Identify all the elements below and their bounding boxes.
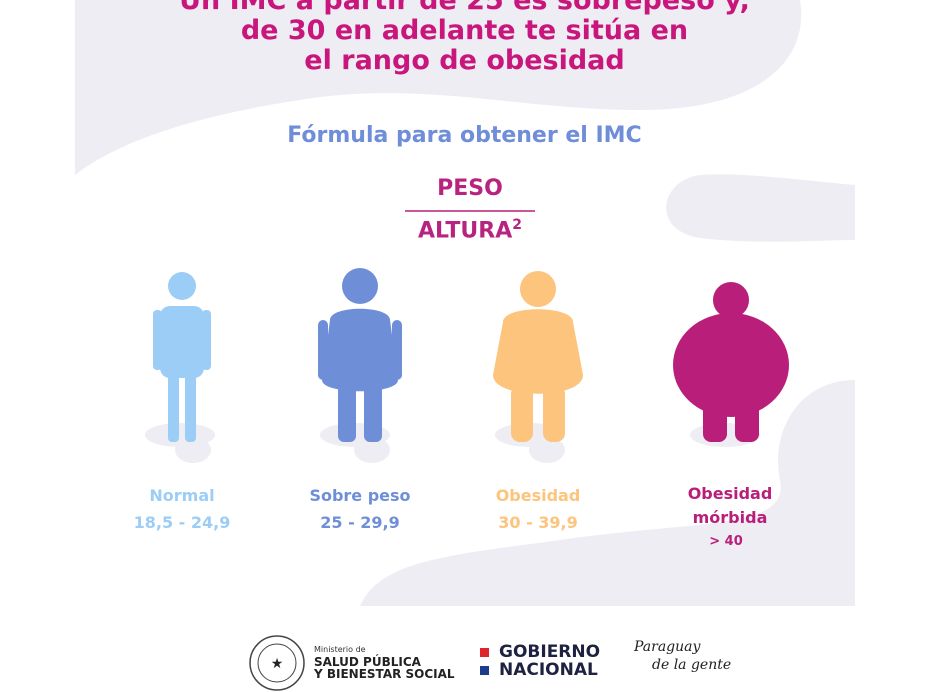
slogan-line-1: Paraguay: [634, 639, 701, 655]
ministry-logo: Ministerio de SALUD PÚBLICA Y BIENESTAR …: [314, 641, 455, 680]
formula-denominator: ALTURA2: [400, 217, 540, 243]
headline: Un IMC a partir de 25 es sobrepeso y, de…: [0, 0, 929, 76]
headline-line-3: el rango de obesidad: [304, 45, 625, 76]
svg-text:★: ★: [271, 656, 284, 672]
gov-line-1: GOBIERNO: [499, 642, 601, 662]
headline-line-1: Un IMC a partir de 25 es sobrepeso y,: [179, 0, 750, 16]
category-obesity: Obesidad 30 - 39,9: [448, 482, 628, 536]
category-name: Obesidad mórbida: [687, 484, 773, 527]
category-name: Sobre peso: [309, 486, 411, 505]
category-range: > 40: [709, 534, 743, 549]
category-morbid-obesity: Obesidad mórbida > 40: [640, 482, 820, 554]
category-range: 25 - 29,9: [320, 513, 400, 532]
category-normal: Normal 18,5 - 24,9: [92, 482, 272, 536]
category-range: 18,5 - 24,9: [133, 513, 231, 532]
headline-line-2: de 30 en adelante te sitúa en: [240, 15, 689, 46]
gobierno-nacional-logo: GOBIERNO NACIONAL: [480, 643, 600, 679]
category-name: Normal: [149, 486, 215, 505]
background-blobs: [75, 0, 855, 606]
category-name: Obesidad: [495, 486, 581, 505]
formula-numerator: PESO: [437, 176, 503, 201]
category-overweight: Sobre peso 25 - 29,9: [270, 482, 450, 536]
fraction-bar: [405, 210, 535, 212]
formula-title: Fórmula para obtener el IMC: [287, 123, 642, 148]
denominator-text: ALTURA: [418, 218, 513, 244]
obesity-figure-icon: [493, 269, 583, 463]
ministry-line-2: Y BIENESTAR SOCIAL: [314, 667, 455, 681]
ministry-line-1: SALUD PÚBLICA: [314, 655, 421, 669]
gov-line-2: NACIONAL: [499, 660, 598, 680]
ministry-prefix: Ministerio de: [314, 645, 366, 654]
morbid-obesity-figure-icon: [673, 280, 789, 447]
category-range: 30 - 39,9: [498, 513, 578, 532]
slogan-line-2: de la gente: [652, 657, 732, 673]
normal-figure-icon: [145, 272, 215, 463]
government-seal-logo: ★: [249, 635, 305, 691]
paraguay-de-la-gente-logo: Paraguay de la gente: [634, 638, 731, 674]
overweight-figure-icon: [318, 268, 402, 463]
exponent: 2: [512, 217, 522, 233]
